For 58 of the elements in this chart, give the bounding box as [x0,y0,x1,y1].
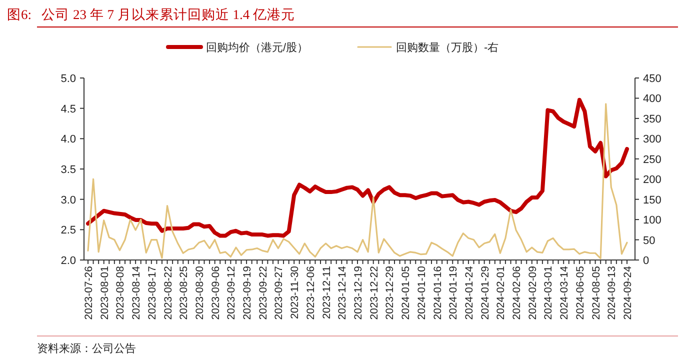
y2-tick-label: 250 [643,154,662,166]
y2-tick-label: 200 [643,174,662,186]
chart-title: 图6: 公司 23 年 7 月以来累计回购近 1.4 亿港元 [7,7,296,22]
x-tick-label: 2023-12-29 [384,266,396,320]
x-tick-label: 2023-12-19 [352,266,364,320]
x-tick-label: 2023-08-17 [146,266,158,320]
x-tick-label: 2023-08-22 [162,266,174,320]
x-tick-label: 2024-09-24 [622,266,634,320]
y2-tick-label: 0 [643,255,650,267]
y2-tick-label: 450 [643,73,662,85]
x-tick-label: 2023-08-30 [194,266,206,320]
x-tick-label: 2023-09-22 [257,266,270,320]
x-tick-label: 2024-01-10 [416,266,428,320]
x-tick-label: 2023-09-12 [226,266,238,320]
x-tick-label: 2024-02-01 [495,266,508,320]
y-tick-label: 4.0 [60,134,76,146]
x-tick-label: 2024-01-29 [479,266,492,320]
x-tick-label: 2023-12-06 [304,266,317,320]
y2-tick-label: 150 [643,194,662,206]
x-tick-label: 2024-08-05 [590,266,602,320]
legend-label: 回购数量（万股）-右 [396,42,499,54]
x-tick-label: 2024-03-01 [542,266,555,320]
y-tick-label: 2.0 [60,255,76,267]
x-tick-label: 2023-12-22 [368,266,380,320]
x-tick-label: 2024-06-05 [574,266,586,320]
line-series [86,98,629,238]
y2-tick-label: 400 [643,93,662,106]
x-tick-label: 2024-02-09 [526,266,539,320]
x-tick-label: 2023-12-14 [336,266,349,320]
x-tick-label: 2024-03-14 [558,266,571,320]
text: 资料来源：公司公告 [37,342,136,355]
y-tick-label: 4.5 [60,103,76,116]
y2-tick-label: 300 [643,134,662,146]
y-tick-label: 3.5 [60,164,76,176]
x-tick-label: 2024-01-19 [448,266,460,320]
legend-label: 回购均价（港元/股） [206,41,308,54]
x-tick-label: 2023-12-11 [320,266,333,319]
x-tick-label: 2023-11-30 [289,266,302,319]
x-tick-label: 2023-08-01 [98,266,111,320]
y2-tick-label: 350 [643,113,662,126]
x-tick-label: 2024-01-16 [432,266,444,320]
x-tick-label: 2024-01-24 [463,266,476,320]
x-tick-label: 2024-01-05 [400,266,412,320]
x-tick-label: 2023-09-27 [273,266,286,320]
y-tick-label: 2.5 [60,224,76,237]
x-tick-label: 2023-09-06 [210,266,222,320]
x-tick-label: 2023-08-25 [178,266,190,320]
line-series [87,103,628,260]
x-tick-label: 2023-08-08 [114,266,127,320]
y-tick-label: 5.0 [60,73,76,85]
y2-tick-label: 100 [643,214,662,227]
y-tick-label: 3.0 [60,194,76,206]
x-tick-label: 2024-09-13 [606,266,618,320]
x-tick-label: 2023-07-26 [83,266,95,320]
x-tick-label: 2024-02-06 [511,266,524,320]
x-tick-label: 2023-08-14 [130,266,143,320]
x-tick-label: 2023-09-19 [242,266,254,320]
y2-tick-label: 50 [643,234,656,247]
